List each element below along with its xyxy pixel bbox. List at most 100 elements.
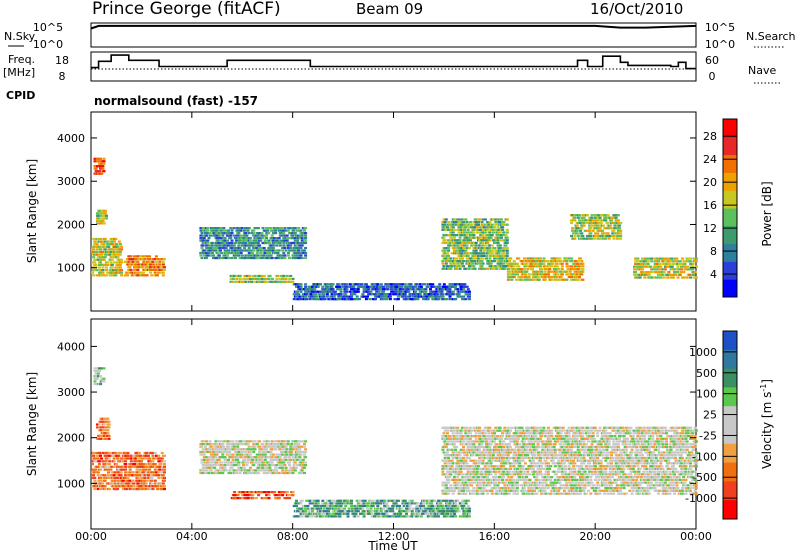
echo-cell [515,278,518,281]
echo-cell [300,295,304,298]
echo-cell [126,457,130,460]
echo-cell [637,260,641,263]
echo-cell [574,268,578,271]
echo-cell [575,224,579,227]
echo-cell [256,227,260,230]
echo-cell [506,268,510,271]
echo-cell [130,274,134,277]
echo-cell [119,485,123,488]
echo-cell [638,276,642,279]
echo-cell [471,267,475,270]
echo-cell [217,440,221,443]
echo-cell [303,249,306,252]
echo-cell [678,260,682,263]
echo-cell [540,270,544,273]
echo-cell [231,277,235,280]
echo-cell [147,487,150,491]
echo-cell [399,288,403,291]
echo-cell [134,268,138,271]
echo-cell [248,254,252,257]
echo-cell [126,258,130,261]
echo-cell [559,275,563,279]
echo-cell [682,260,686,263]
echo-cell [616,234,620,238]
echo-cell [277,494,281,497]
echo-cell [247,227,251,230]
echo-cell [338,285,342,288]
echo-cell [691,268,695,271]
echo-cell [490,223,494,226]
echo-cell [356,504,360,508]
echo-cell [317,293,321,296]
echo-cell [259,256,263,260]
echo-cell [467,241,471,244]
echo-cell [394,283,398,286]
echo-cell [99,237,103,241]
echo-cell [228,256,232,260]
echo-cell [468,290,471,293]
echo-cell [402,504,406,508]
echo-cell [581,268,585,271]
echo-cell [106,429,110,432]
echo-cell [517,268,521,271]
echo-cell [575,232,579,235]
echo-cell [161,271,165,274]
echo-cell [669,273,673,276]
echo-cell [447,241,451,244]
echo-cell [297,443,301,446]
echo-cell [219,456,222,459]
echo-cell [331,283,335,286]
echo-cell [396,295,400,298]
echo-cell [217,232,221,235]
echo-cell [534,260,538,263]
echo-cell [608,224,612,227]
echo-cell [650,257,654,260]
echo-cell [102,162,106,165]
echo-cell [124,468,128,471]
echo-cell [505,247,509,250]
echo-cell [244,277,248,280]
echo-cell [586,221,589,225]
echo-cell [243,466,247,469]
nave-tick-0: 0 [709,70,716,83]
echo-cell [580,227,584,230]
echo-cell [496,265,500,268]
echo-cell [202,469,206,472]
echo-cell [497,252,501,255]
echo-cell [258,445,262,448]
echo-cell [604,219,608,222]
echo-cell [339,298,343,301]
echo-cell [227,448,230,451]
echo-cell [542,262,546,265]
echo-cell [493,226,497,229]
echo-cell [309,512,313,515]
echo-cell [391,510,395,513]
echo-cell [151,260,155,263]
echo-cell [216,239,220,242]
echo-cell [262,277,266,280]
echo-cell [212,464,216,467]
echo-cell [504,244,508,247]
echo-cell [336,502,340,505]
echo-cell [442,236,446,239]
echo-cell [204,445,207,448]
echo-cell [94,263,98,266]
echo-cell [354,283,358,286]
echo-cell [236,458,240,461]
echo-cell [330,502,334,505]
echo-cell [251,274,255,278]
echo-cell [199,453,203,456]
echo-cell [598,216,602,219]
echo-cell [452,221,456,224]
echo-cell [151,268,155,271]
echo-cell [207,237,211,240]
echo-cell [201,464,205,467]
echo-cell [304,510,308,513]
echo-cell [492,228,495,231]
echo-cell [465,244,469,247]
echo-cell [243,246,247,250]
nsearch-tick-bottom: 10^0 [705,38,735,51]
echo-cell [611,221,615,225]
echo-cell [469,265,472,268]
echo-cell [517,275,521,279]
